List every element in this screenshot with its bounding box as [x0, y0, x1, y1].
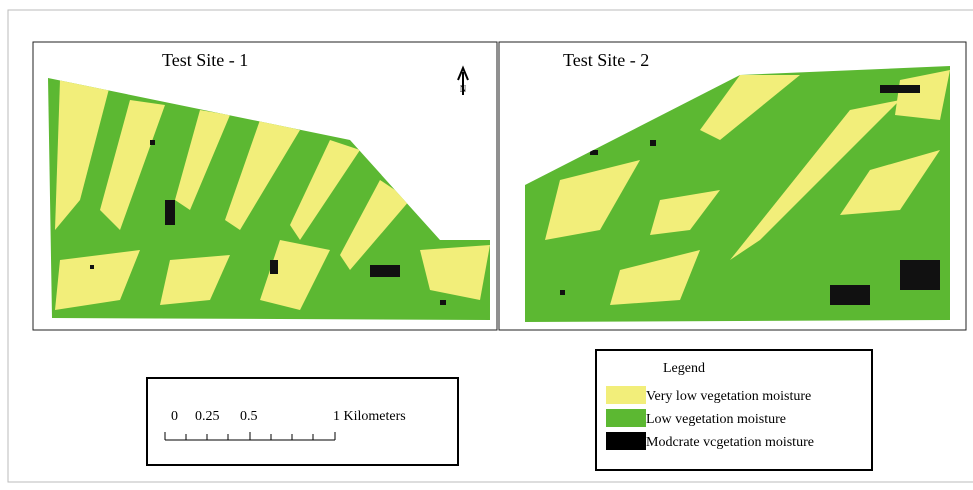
- scale-bar: [165, 432, 335, 440]
- map-site-1: [40, 70, 500, 330]
- figure: Test Site - 1 Test Site - 2 N 0 0.25 0.5…: [0, 0, 973, 490]
- legend-swatch: [606, 386, 646, 404]
- north-label: N: [460, 84, 467, 94]
- panel-title: Test Site - 2: [563, 50, 649, 70]
- legend-label: Very low vegetation moisture: [646, 389, 811, 404]
- legend-swatch: [606, 409, 646, 427]
- scale-label: 1 Kilometers: [333, 409, 406, 424]
- map-site-2: [520, 60, 960, 325]
- scale-label: 0: [171, 409, 178, 424]
- scale-label: 0.5: [240, 409, 258, 424]
- scale-label: 0.25: [195, 409, 220, 424]
- legend-swatch: [606, 432, 646, 450]
- legend-label: Modcrate vcgetation moisture: [646, 435, 814, 450]
- panel-title: Test Site - 1: [162, 50, 248, 70]
- legend-label: Low vegetation moisture: [646, 412, 786, 427]
- legend-title: Legend: [663, 361, 705, 376]
- scale-box: [147, 378, 458, 465]
